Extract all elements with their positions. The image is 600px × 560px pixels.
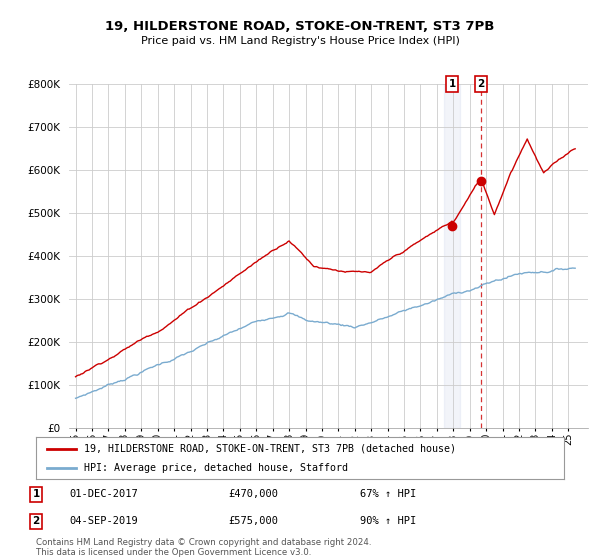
Text: 67% ↑ HPI: 67% ↑ HPI — [360, 489, 416, 500]
Text: 01-DEC-2017: 01-DEC-2017 — [69, 489, 138, 500]
Text: 19, HILDERSTONE ROAD, STOKE-ON-TRENT, ST3 7PB (detached house): 19, HILDERSTONE ROAD, STOKE-ON-TRENT, ST… — [83, 444, 455, 454]
Text: 19, HILDERSTONE ROAD, STOKE-ON-TRENT, ST3 7PB: 19, HILDERSTONE ROAD, STOKE-ON-TRENT, ST… — [106, 20, 494, 32]
Text: Contains HM Land Registry data © Crown copyright and database right 2024.
This d: Contains HM Land Registry data © Crown c… — [36, 538, 371, 557]
Text: 1: 1 — [448, 79, 455, 89]
Text: 90% ↑ HPI: 90% ↑ HPI — [360, 516, 416, 526]
Text: 1: 1 — [32, 489, 40, 500]
Bar — [444, 84, 460, 428]
Text: £575,000: £575,000 — [228, 516, 278, 526]
Text: 2: 2 — [32, 516, 40, 526]
Text: £470,000: £470,000 — [228, 489, 278, 500]
Text: HPI: Average price, detached house, Stafford: HPI: Average price, detached house, Staf… — [83, 463, 347, 473]
Text: 04-SEP-2019: 04-SEP-2019 — [69, 516, 138, 526]
Text: Price paid vs. HM Land Registry's House Price Index (HPI): Price paid vs. HM Land Registry's House … — [140, 36, 460, 46]
Text: 2: 2 — [477, 79, 484, 89]
